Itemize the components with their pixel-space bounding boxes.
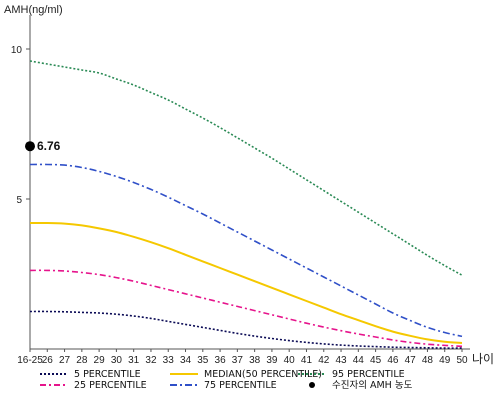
x-tick-label: 49 [439,355,451,366]
x-tick-label: 48 [422,355,434,366]
x-tick-label: 29 [94,355,106,366]
axes: AMH(ng/ml) 나이 [4,4,494,366]
series-line-5-percentile [29,310,463,349]
x-tick-label: 40 [284,355,296,366]
x-tick-label: 50 [456,355,468,366]
x-tick-label: 38 [249,355,261,366]
patient-marker: 6.76 [25,139,61,153]
y-tick-label: 10 [11,45,23,56]
legend-label: 95 PERCENTILE [332,369,405,380]
x-tick-label: 35 [197,355,209,366]
legend-label: 25 PERCENTILE [74,380,147,391]
series-line-median-50-percentile [29,221,463,344]
x-tick-label: 41 [301,355,313,366]
x-tick-label: 45 [370,355,382,366]
series-line-75-percentile [29,163,463,338]
x-tick-label: 36 [215,355,227,366]
x-tick-label: 34 [180,355,192,366]
x-tick-label: 47 [405,355,417,366]
x-tick-label: 42 [318,355,330,366]
x-tick-label: 30 [111,355,123,366]
legend-label: 75 PERCENTILE [204,380,277,391]
x-tick-label: 33 [163,355,175,366]
patient-amh-value-label: 6.76 [37,139,61,153]
y-tick-label: 5 [16,195,22,206]
x-tick-label: 39 [266,355,278,366]
x-tick-label: 44 [353,355,365,366]
legend-label: 수진자의 AMH 농도 [332,380,413,391]
y-axis-label: AMH(ng/ml) [4,4,63,16]
x-tick-label: 28 [76,355,88,366]
series-lines [29,60,463,349]
x-tick-label: 16-25 [17,355,43,366]
legend-label: MEDIAN(50 PERCENTILE) [204,369,322,380]
patient-amh-point [25,141,35,152]
x-tick-label: 46 [387,355,399,366]
y-ticks: 5 10 [11,45,30,206]
series-line-95-percentile [29,60,463,276]
legend-swatch-patient [309,382,315,388]
x-tick-label: 43 [335,355,347,366]
x-tick-label: 26 [42,355,54,366]
series-line-25-percentile [29,269,463,348]
x-axis-label: 나이 [472,352,494,366]
legend-label: 5 PERCENTILE [74,369,141,380]
x-tick-label: 37 [232,355,244,366]
x-tick-label: 32 [145,355,157,366]
x-tick-label: 31 [128,355,140,366]
x-tick-label: 27 [59,355,71,366]
